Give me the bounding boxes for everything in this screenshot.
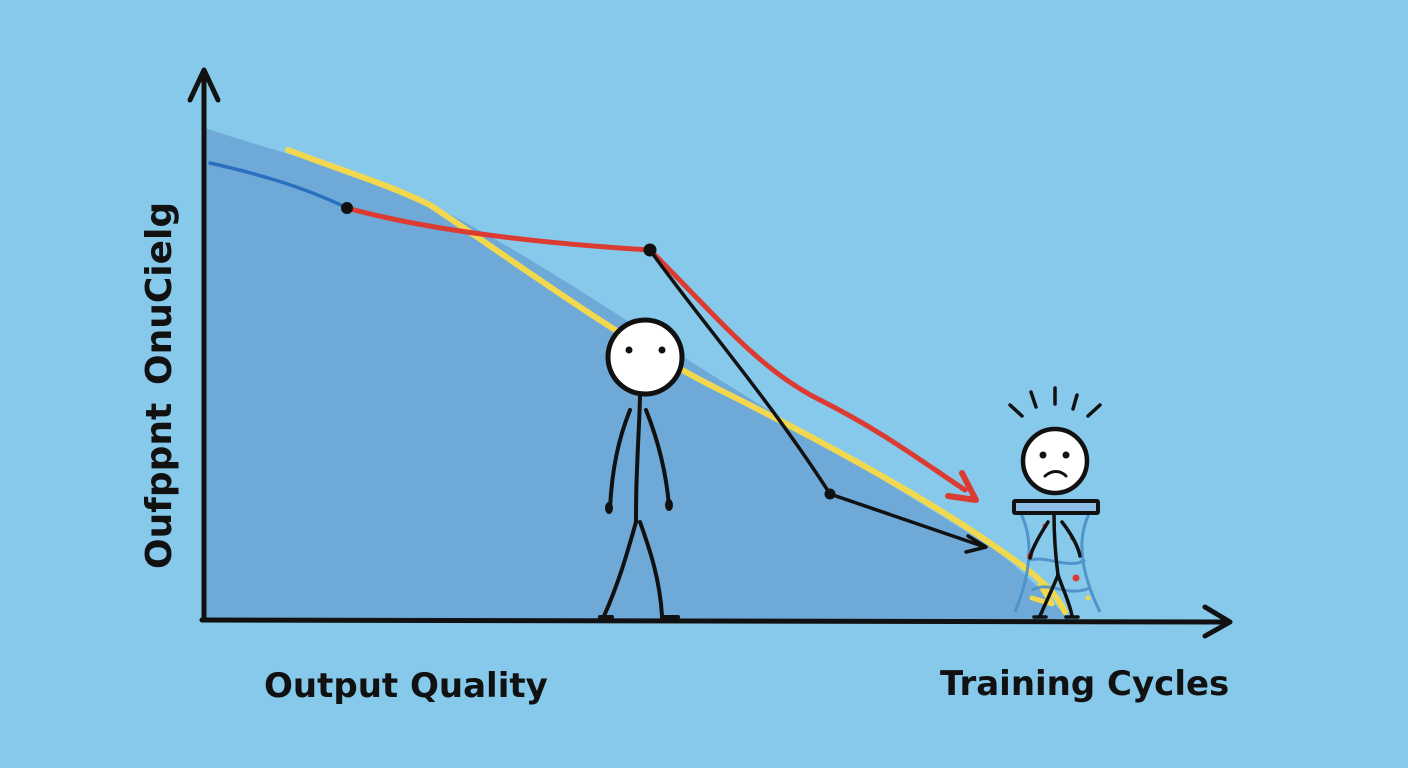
x-axis-label-right: Training Cycles [940, 664, 1229, 704]
point-3 [824, 488, 836, 500]
point-1 [341, 202, 353, 214]
black-arrowhead [964, 534, 988, 554]
red-trend-line [344, 205, 968, 493]
y-axis-label-lower: Oufppnt [139, 403, 180, 569]
yellow-trend-line [285, 147, 1068, 615]
x-axis-label-left: Output Quality [264, 666, 548, 706]
black-trend-line [648, 248, 987, 549]
y-axis-arrowhead [187, 67, 221, 103]
yellow-arrowhead [1029, 582, 1055, 607]
y-axis-label-upper: OnuCielg [139, 202, 180, 385]
worried-stick-figure-icon [1008, 386, 1102, 619]
neutral-stick-figure-icon [598, 317, 685, 619]
point-2 [643, 243, 657, 257]
blue-trend-line [208, 161, 349, 210]
red-arrowhead [945, 470, 979, 503]
x-axis-arrowhead [1202, 604, 1233, 639]
x-axis [199, 617, 1231, 625]
